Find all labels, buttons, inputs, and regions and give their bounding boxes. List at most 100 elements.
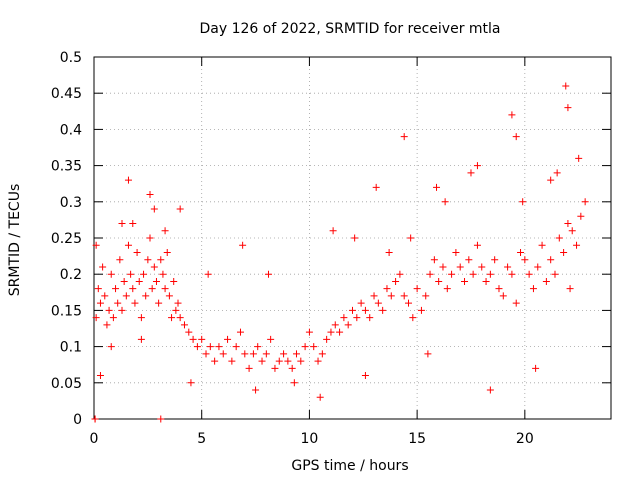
y-axis: 0 0.05 0.1 0.15 0.2 0.25 0.3 0.35 0.4 0.45 0.5 — [51, 50, 611, 428]
data-point — [577, 212, 585, 220]
data-point — [241, 350, 249, 358]
data-point — [400, 292, 408, 300]
y-tick-label: 0.05 — [51, 376, 82, 392]
y-tick-label: 0.25 — [51, 231, 82, 247]
data-point — [351, 234, 359, 242]
data-point — [161, 227, 169, 235]
x-tick-label: 5 — [197, 431, 206, 447]
data-point — [519, 198, 527, 206]
data-point — [142, 292, 150, 300]
x-axis-label: GPS time / hours — [291, 458, 408, 474]
data-point — [422, 292, 430, 300]
data-point — [258, 357, 266, 365]
data-point — [499, 292, 507, 300]
data-point — [482, 277, 490, 285]
data-point — [176, 314, 184, 322]
data-point — [560, 248, 568, 256]
data-point — [385, 248, 393, 256]
data-point — [551, 270, 559, 278]
data-point — [120, 277, 128, 285]
data-point — [92, 241, 100, 249]
data-point — [504, 263, 512, 271]
data-point — [349, 306, 356, 314]
x-tick-label: 20 — [516, 431, 534, 447]
data-point — [329, 227, 337, 235]
data-point — [426, 270, 434, 278]
x-tick-label: 10 — [301, 431, 319, 447]
data-point — [131, 299, 139, 307]
data-point — [91, 415, 99, 423]
data-point — [318, 350, 326, 358]
data-point — [448, 270, 456, 278]
data-point — [581, 198, 589, 206]
y-tick-label: 0.4 — [60, 122, 82, 138]
y-tick-label: 0.15 — [51, 303, 82, 319]
data-point — [517, 248, 525, 256]
data-point — [211, 357, 219, 365]
data-point — [417, 306, 425, 314]
data-point — [202, 350, 210, 358]
data-point — [323, 335, 331, 343]
data-point — [387, 292, 395, 300]
data-point — [176, 205, 184, 213]
data-point — [372, 183, 380, 191]
data-point — [547, 256, 555, 264]
data-point — [344, 321, 352, 329]
data-point — [236, 328, 244, 336]
data-point — [316, 393, 324, 401]
data-point — [575, 154, 583, 162]
data-point — [114, 299, 122, 307]
data-point — [443, 285, 451, 293]
data-point — [424, 350, 432, 358]
data-point — [292, 350, 300, 358]
data-point — [473, 241, 481, 249]
y-tick-label: 0.3 — [60, 195, 82, 211]
data-point — [465, 256, 473, 264]
data-point — [290, 379, 298, 387]
data-point — [495, 285, 503, 293]
data-point — [568, 227, 576, 235]
data-point — [157, 256, 165, 264]
data-point — [275, 357, 283, 365]
data-point — [157, 415, 165, 423]
data-point — [146, 234, 154, 242]
data-point — [124, 176, 132, 184]
data-point — [370, 292, 378, 300]
data-point — [254, 343, 262, 351]
data-point — [215, 343, 223, 351]
data-point — [547, 176, 555, 184]
data-point — [252, 386, 260, 394]
data-point — [331, 321, 339, 329]
y-axis-label: SRMTID / TECUs — [7, 184, 23, 297]
y-tick-label: 0.2 — [60, 267, 82, 283]
data-point — [137, 314, 145, 322]
data-point — [441, 198, 449, 206]
data-point — [129, 285, 137, 293]
data-point — [361, 306, 369, 314]
x-axis: 0 5 10 15 20 — [90, 57, 534, 447]
data-point — [564, 104, 572, 112]
data-point — [103, 321, 111, 329]
data-point — [486, 270, 494, 278]
data-point — [405, 299, 413, 307]
data-point — [150, 205, 158, 213]
data-point — [105, 306, 113, 314]
data-point — [430, 256, 438, 264]
data-point — [486, 386, 494, 394]
data-point — [508, 111, 516, 119]
data-point — [262, 350, 270, 358]
data-point — [288, 364, 296, 372]
data-point — [297, 357, 305, 365]
data-point — [340, 314, 348, 322]
data-point — [198, 335, 206, 343]
data-point — [135, 277, 143, 285]
data-point — [529, 285, 537, 293]
data-point — [96, 372, 104, 380]
data-point — [435, 277, 443, 285]
data-point — [521, 256, 529, 264]
data-point — [172, 306, 180, 314]
data-point — [469, 270, 477, 278]
data-point — [193, 343, 201, 351]
data-point — [94, 285, 102, 293]
